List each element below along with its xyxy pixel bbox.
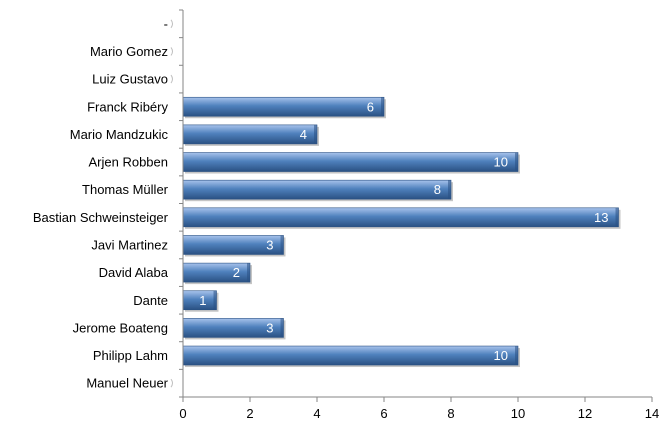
bar	[182, 152, 519, 172]
x-tick-label: 8	[447, 406, 454, 421]
category-label: Philipp Lahm	[93, 348, 168, 363]
x-tick-label: 4	[313, 406, 320, 421]
data-label: 6	[367, 99, 374, 114]
category-label: Manuel Neuer	[86, 376, 168, 391]
empty-bar-marker	[170, 47, 173, 56]
x-tick-label: 0	[179, 406, 186, 421]
data-label: 2	[233, 265, 240, 280]
bar	[182, 345, 519, 366]
bar-end-cap	[448, 180, 451, 200]
bar	[182, 124, 318, 145]
category-label: Mario Gomez	[90, 44, 168, 59]
data-label: 10	[494, 155, 508, 170]
data-label: 3	[266, 320, 273, 335]
bar-end-cap	[515, 346, 518, 366]
bar-end-cap	[314, 124, 317, 144]
bar-end-cap	[213, 290, 217, 310]
x-tick-label: 2	[246, 406, 253, 421]
data-label: 3	[266, 237, 273, 252]
bar-end-cap	[381, 97, 384, 117]
category-label: Mario Mandzukic	[70, 127, 169, 142]
bar	[182, 96, 385, 117]
x-tick-label: 14	[645, 406, 659, 421]
x-tick-label: 6	[380, 406, 387, 421]
category-label: Jerome Boateng	[73, 320, 168, 335]
bar-end-cap	[515, 152, 518, 172]
empty-bar-marker	[170, 74, 173, 84]
bar	[182, 207, 619, 228]
x-axis-ticks: 0 2 4 6 8 10 12 14	[179, 9, 659, 421]
bar	[182, 179, 452, 200]
category-label: David Alaba	[99, 265, 169, 280]
category-label: Luiz Gustavo	[92, 72, 168, 87]
data-label: 13	[594, 210, 608, 225]
category-label: Javi Martinez	[91, 237, 168, 252]
category-label: Arjen Robben	[89, 155, 169, 170]
empty-bar-marker	[170, 19, 173, 29]
bar-end-cap	[615, 207, 619, 227]
category-label: Thomas Müller	[82, 182, 169, 197]
x-tick-label: 10	[511, 406, 525, 421]
category-labels: - Mario Gomez Luiz Gustavo Franck Ribéry Mar…	[33, 16, 173, 391]
bar-end-cap	[247, 263, 250, 283]
x-tick-label: 12	[578, 406, 592, 421]
category-label: -	[164, 16, 168, 31]
data-label: 10	[494, 348, 508, 363]
data-label: 1	[199, 293, 206, 308]
bar-end-cap	[280, 318, 284, 338]
category-label: Franck Ribéry	[87, 99, 168, 114]
category-label: Bastian Schweinsteiger	[33, 210, 169, 225]
data-label: 8	[434, 182, 441, 197]
category-label: Dante	[133, 293, 168, 308]
empty-bar-marker	[170, 378, 173, 388]
bar-end-cap	[280, 235, 284, 255]
data-label: 4	[300, 127, 307, 142]
